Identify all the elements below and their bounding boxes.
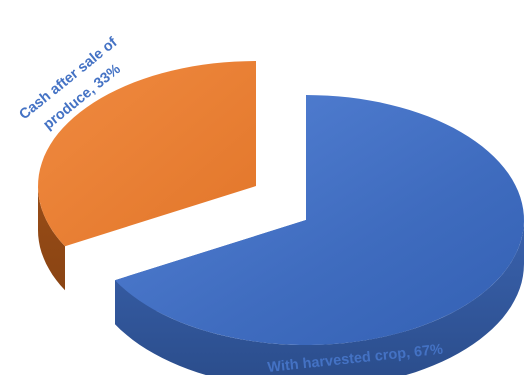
pie-slice-harvested-top xyxy=(115,95,524,345)
pie-slice-with-harvested-crop xyxy=(115,95,524,375)
pie-slice-cash-after-sale xyxy=(38,61,256,291)
pie-slice-cash-top xyxy=(38,61,256,247)
pie-slice-cash-side xyxy=(38,61,256,291)
